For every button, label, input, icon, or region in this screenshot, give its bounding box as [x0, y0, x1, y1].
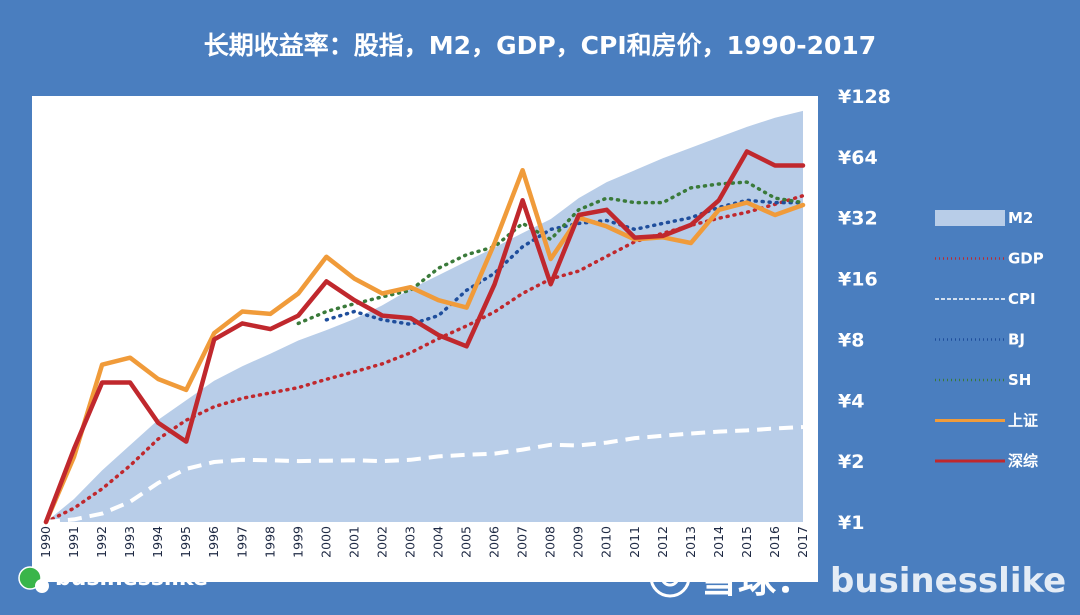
x-tick-label: 2015: [739, 526, 754, 558]
y-tick-label: ¥32: [838, 208, 878, 230]
legend-item-gdp: GDP: [935, 250, 1044, 268]
y-tick-label: ¥128: [838, 86, 891, 108]
x-tick-label: 1993: [122, 526, 137, 558]
x-tick-label: 2014: [711, 526, 726, 558]
legend-label: GDP: [1008, 250, 1044, 268]
y-tick-label: ¥16: [838, 269, 878, 291]
watermark-left: businesslike: [18, 566, 208, 593]
x-tick-label: 2012: [655, 526, 670, 558]
x-tick-label: 1990: [38, 526, 53, 558]
x-tick-label: 2016: [767, 526, 782, 558]
x-tick-label: 1991: [66, 526, 81, 558]
x-tick-label: 2010: [599, 526, 614, 558]
legend-item-shenzong: 深综: [935, 452, 1038, 470]
series-cpi-line: [45, 425, 804, 524]
y-tick-label: ¥8: [838, 329, 864, 351]
y-axis: ¥1 ¥2 ¥4 ¥8 ¥16 ¥32 ¥64 ¥128: [838, 86, 891, 534]
x-tick-label: 1992: [94, 526, 109, 558]
legend-item-cpi: CPI: [935, 290, 1036, 308]
legend-label: 深综: [1008, 452, 1038, 470]
x-tick-label: 2005: [459, 526, 474, 558]
x-tick-label: 2008: [543, 526, 558, 558]
x-tick-label: 2003: [402, 526, 417, 558]
chart-title: 长期收益率：股指，M2，GDP，CPI和房价，1990-2017: [204, 31, 876, 60]
y-tick-label: ¥64: [838, 147, 878, 169]
x-tick-label: 1998: [262, 526, 277, 558]
x-tick-label: 1997: [234, 526, 249, 558]
y-tick-label: ¥1: [838, 512, 864, 534]
x-tick-label: 1994: [150, 526, 165, 558]
watermark-right-name: businesslike: [830, 561, 1066, 601]
legend-item-bj: BJ: [935, 331, 1025, 349]
x-axis: 1990 1991 1992 1993 1994 1995 1996 1997 1998 1999…: [38, 526, 810, 558]
watermark-right-prefix: 雪球：: [700, 557, 814, 601]
legend-item-shangzheng: 上证: [935, 412, 1038, 430]
x-tick-label: 1995: [178, 526, 193, 558]
x-tick-label: 2002: [374, 526, 389, 558]
legend-swatch: [935, 210, 1005, 226]
watermark-left-text: businesslike: [55, 566, 208, 591]
x-tick-label: 2000: [318, 526, 333, 558]
snowball-logo-icon: [649, 556, 691, 598]
x-tick-label: 2009: [571, 526, 586, 558]
y-tick-label: ¥2: [838, 451, 864, 473]
legend-label: CPI: [1008, 290, 1036, 308]
legend-label: BJ: [1008, 331, 1025, 349]
legend-label: 上证: [1008, 412, 1038, 430]
x-tick-label: 2011: [627, 526, 642, 558]
series-sh-line: [296, 180, 805, 326]
x-tick-label: 1996: [206, 526, 221, 558]
watermark-right: 雪球： businesslike: [649, 556, 1066, 601]
legend-label: M2: [1008, 209, 1033, 227]
x-tick-label: 2001: [346, 526, 361, 558]
snowball-logo-icon-inner: [660, 567, 680, 587]
series-shangzheng-line: [43, 167, 806, 525]
legend-item-m2: M2: [935, 209, 1033, 227]
legend-label: SH: [1008, 371, 1031, 389]
x-tick-label: 2006: [487, 526, 502, 558]
x-tick-label: 2007: [515, 526, 530, 558]
x-tick-label: 2017: [795, 526, 810, 558]
y-tick-label: ¥4: [838, 390, 864, 412]
x-tick-label: 1999: [290, 526, 305, 558]
chat-bubble-icon-dot: [35, 579, 49, 593]
legend-item-sh: SH: [935, 371, 1031, 389]
line-layer: [43, 149, 806, 525]
x-tick-label: 2004: [431, 526, 446, 558]
x-tick-label: 2013: [683, 526, 698, 558]
series-shenzong-line: [43, 149, 806, 525]
